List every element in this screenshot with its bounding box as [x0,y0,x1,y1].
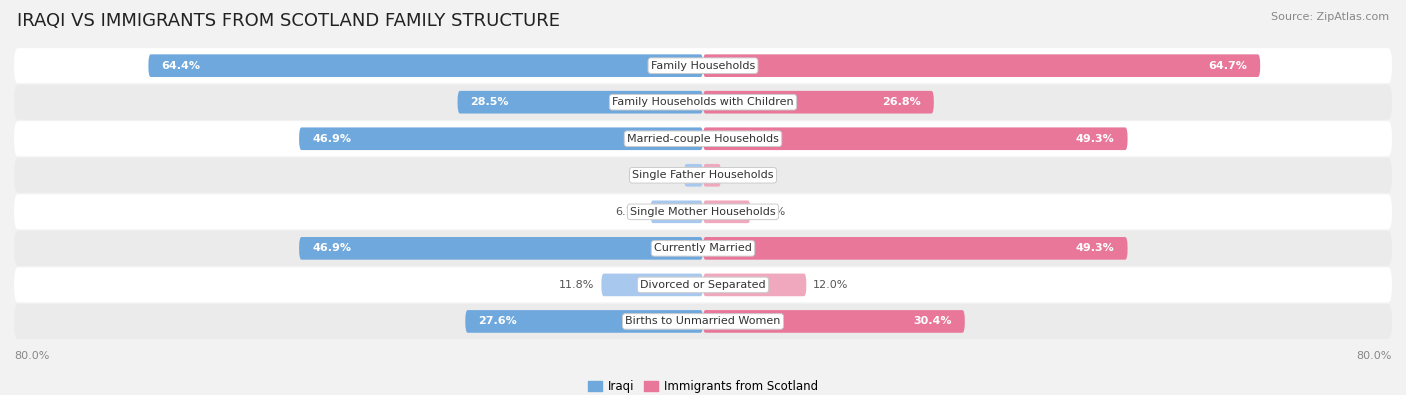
FancyBboxPatch shape [703,237,1128,260]
FancyBboxPatch shape [602,274,703,296]
FancyBboxPatch shape [703,201,751,223]
Text: Single Father Households: Single Father Households [633,170,773,180]
Text: 28.5%: 28.5% [471,97,509,107]
Text: Family Households: Family Households [651,61,755,71]
Text: 5.5%: 5.5% [758,207,786,217]
FancyBboxPatch shape [14,121,1392,156]
FancyBboxPatch shape [14,158,1392,193]
Text: Source: ZipAtlas.com: Source: ZipAtlas.com [1271,12,1389,22]
Text: 11.8%: 11.8% [560,280,595,290]
Text: Married-couple Households: Married-couple Households [627,134,779,144]
FancyBboxPatch shape [651,201,703,223]
Text: 12.0%: 12.0% [813,280,849,290]
FancyBboxPatch shape [14,85,1392,120]
Text: Single Mother Households: Single Mother Households [630,207,776,217]
Text: 49.3%: 49.3% [1076,243,1115,253]
FancyBboxPatch shape [14,48,1392,83]
Text: 64.4%: 64.4% [162,61,200,71]
Text: 46.9%: 46.9% [312,134,352,144]
FancyBboxPatch shape [703,128,1128,150]
Text: Family Households with Children: Family Households with Children [612,97,794,107]
FancyBboxPatch shape [457,91,703,113]
FancyBboxPatch shape [465,310,703,333]
Legend: Iraqi, Immigrants from Scotland: Iraqi, Immigrants from Scotland [583,376,823,395]
Text: 80.0%: 80.0% [1357,351,1392,361]
FancyBboxPatch shape [299,237,703,260]
Text: Currently Married: Currently Married [654,243,752,253]
FancyBboxPatch shape [14,267,1392,303]
FancyBboxPatch shape [14,304,1392,339]
FancyBboxPatch shape [703,274,807,296]
FancyBboxPatch shape [703,91,934,113]
Text: 27.6%: 27.6% [478,316,517,326]
Text: 26.8%: 26.8% [882,97,921,107]
Text: 80.0%: 80.0% [14,351,49,361]
Text: 30.4%: 30.4% [914,316,952,326]
FancyBboxPatch shape [703,55,1260,77]
Text: 49.3%: 49.3% [1076,134,1115,144]
FancyBboxPatch shape [703,310,965,333]
Text: 2.1%: 2.1% [728,170,756,180]
Text: Births to Unmarried Women: Births to Unmarried Women [626,316,780,326]
Text: 64.7%: 64.7% [1208,61,1247,71]
FancyBboxPatch shape [149,55,703,77]
Text: Divorced or Separated: Divorced or Separated [640,280,766,290]
Text: 6.1%: 6.1% [616,207,644,217]
FancyBboxPatch shape [299,128,703,150]
FancyBboxPatch shape [685,164,703,186]
Text: 2.2%: 2.2% [648,170,678,180]
Text: 46.9%: 46.9% [312,243,352,253]
FancyBboxPatch shape [703,164,721,186]
FancyBboxPatch shape [14,231,1392,266]
Text: IRAQI VS IMMIGRANTS FROM SCOTLAND FAMILY STRUCTURE: IRAQI VS IMMIGRANTS FROM SCOTLAND FAMILY… [17,12,560,30]
FancyBboxPatch shape [14,194,1392,229]
